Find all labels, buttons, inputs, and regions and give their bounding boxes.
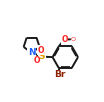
- Text: Br: Br: [54, 70, 66, 79]
- Text: O: O: [33, 56, 40, 65]
- Text: O: O: [61, 35, 68, 44]
- Text: N: N: [28, 48, 35, 57]
- Text: S: S: [39, 52, 45, 61]
- Text: O: O: [37, 46, 44, 55]
- Text: O: O: [71, 37, 76, 42]
